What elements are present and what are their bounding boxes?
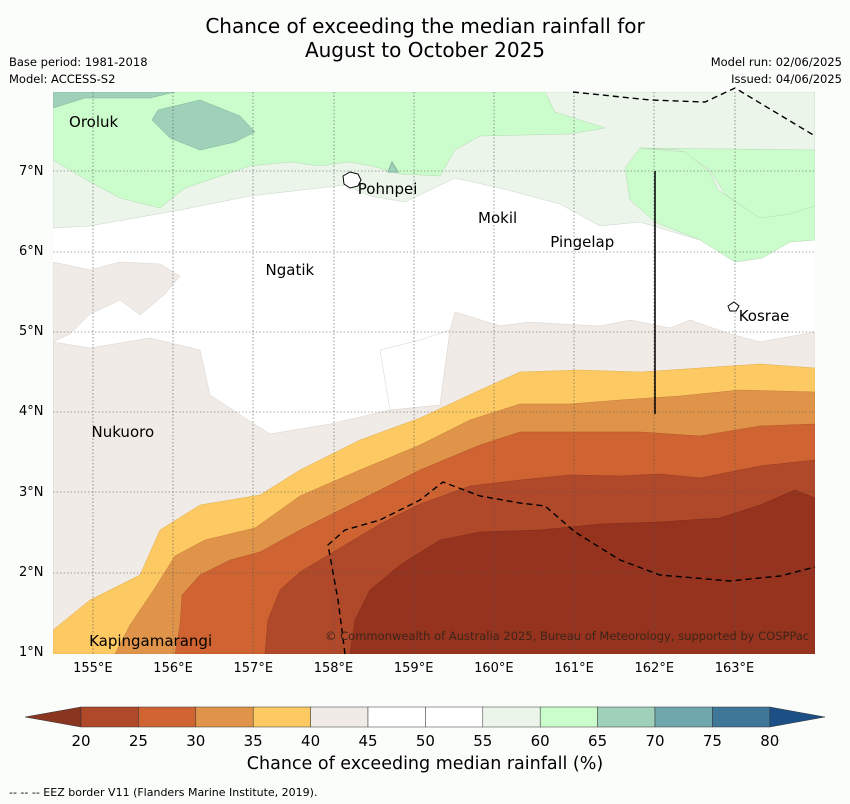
colorbar-tick-label: 40 xyxy=(301,732,321,750)
colorbar-tick-label: 45 xyxy=(358,732,378,750)
colorbar-tick-label: 55 xyxy=(473,732,493,750)
colorbar-segment xyxy=(310,706,369,728)
band-65-70 xyxy=(53,92,176,109)
atoll-fragment xyxy=(387,160,399,173)
longitude-tick-label: 155°E xyxy=(73,661,113,676)
eez-border xyxy=(327,87,816,655)
latitude-tick-label: 5°N xyxy=(19,324,44,340)
colorbar-extend-low xyxy=(24,706,82,728)
latitude-tick-label: 2°N xyxy=(19,564,44,580)
base-period: Base period: 1981-2018 xyxy=(9,55,148,69)
colorbar xyxy=(24,706,826,728)
latitude-tick-label: 4°N xyxy=(19,404,44,420)
colorbar-segment xyxy=(195,706,254,728)
colorbar-tick-label: 80 xyxy=(760,732,780,750)
colorbar-tick-label: 30 xyxy=(186,732,206,750)
issued-date: Issued: 04/06/2025 xyxy=(731,72,842,86)
chart-title-line2: August to October 2025 xyxy=(304,38,546,62)
colorbar-segment xyxy=(482,706,541,728)
latitude-tick-label: 6°N xyxy=(19,244,44,259)
place-label: Mokil xyxy=(478,209,518,228)
colorbar-tick-label: 60 xyxy=(530,732,550,750)
colorbar-segment xyxy=(138,706,197,728)
probability-field xyxy=(53,92,815,654)
band-40-45-sub xyxy=(379,329,451,411)
colorbar-extend-high xyxy=(769,706,826,728)
place-label: Pingelap xyxy=(550,233,615,252)
colorbar-segment xyxy=(367,706,426,728)
chart-title-line1: Chance of exceeding the median rainfall … xyxy=(205,14,645,38)
colorbar-tick-label: 50 xyxy=(415,732,435,750)
longitude-tick-label: 158°E xyxy=(313,661,354,676)
islands xyxy=(342,160,740,312)
colorbar-segment xyxy=(425,706,484,728)
colorbar-segment xyxy=(712,706,771,728)
longitude-tick-label: 161°E xyxy=(554,661,594,676)
place-label: Ngatik xyxy=(265,260,315,279)
longitude-tick-label: 163°E xyxy=(714,661,755,676)
colorbar-tick-label: 75 xyxy=(702,732,722,750)
colorbar-segment xyxy=(597,706,656,728)
longitude-tick-label: 159°E xyxy=(393,661,434,676)
colorbar-title: Chance of exceeding median rainfall (%) xyxy=(246,754,604,774)
colorbar-segment xyxy=(80,706,139,728)
colorbar-tick-label: 25 xyxy=(128,732,148,750)
kosrae-island xyxy=(727,301,740,312)
colorbar-tick-label: 65 xyxy=(588,732,608,750)
colorbar-tick-label: 20 xyxy=(71,732,91,750)
meta-right: Model run: 02/06/2025 Issued: 04/06/2025 xyxy=(711,54,842,88)
copyright-notice: © Commonwealth of Australia 2025, Bureau… xyxy=(325,629,810,643)
band-65-70-oroluk xyxy=(151,99,256,151)
longitude-tick-label: 160°E xyxy=(474,661,514,676)
meta-left: Base period: 1981-2018 Model: ACCESS-S2 xyxy=(9,54,148,88)
place-label: Oroluk xyxy=(69,113,119,132)
graticule xyxy=(53,92,815,654)
band-60-65-east-inner xyxy=(624,147,815,263)
longitude-tick-label: 156°E xyxy=(153,661,193,676)
latitude-tick-label: 1°N xyxy=(19,645,44,660)
colorbar-tick-label: 70 xyxy=(645,732,665,750)
pohnpei-island xyxy=(342,171,362,189)
latitude-tick-label: 7°N xyxy=(19,163,44,179)
model-name: Model: ACCESS-S2 xyxy=(9,72,116,86)
longitude-tick-label: 157°E xyxy=(233,661,274,676)
place-label: Nukuoro xyxy=(91,423,155,442)
band-below-20 xyxy=(349,489,815,654)
colorbar-segment xyxy=(252,706,311,728)
eez-footnote: -- -- -- EEZ border V11 (Flanders Marine… xyxy=(9,786,318,799)
latitude-tick-label: 3°N xyxy=(19,484,44,500)
place-label: Kapingamarangi xyxy=(89,631,213,650)
place-label: Kosrae xyxy=(738,307,790,326)
colorbar-tick-label: 35 xyxy=(243,732,263,750)
colorbar-segment xyxy=(654,706,713,728)
colorbar-segment xyxy=(539,706,598,728)
place-label: Pohnpei xyxy=(357,180,418,199)
longitude-tick-label: 162°E xyxy=(634,661,675,676)
model-run: Model run: 02/06/2025 xyxy=(710,55,842,69)
